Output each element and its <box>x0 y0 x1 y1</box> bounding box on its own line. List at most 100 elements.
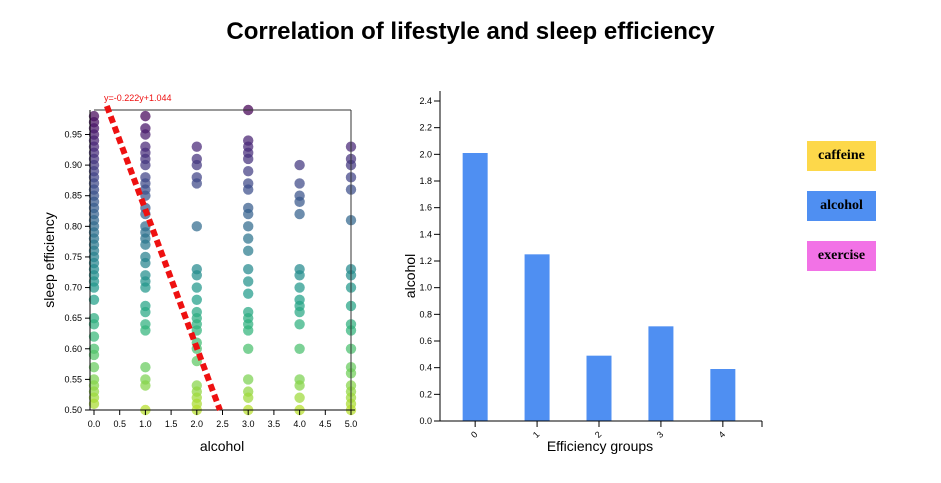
scatter-point <box>294 159 305 171</box>
bar-y-tick-label: 0.8 <box>419 309 432 319</box>
scatter-point <box>243 153 254 165</box>
scatter-point <box>191 282 202 293</box>
scatter-point <box>88 349 100 361</box>
bar-x-tick-label: 0 <box>469 429 480 440</box>
scatter-y-tick-label: 0.90 <box>64 160 82 170</box>
scatter-x-tick-label: 5.0 <box>345 419 358 429</box>
scatter-point <box>294 380 305 391</box>
scatter-point <box>243 166 254 177</box>
scatter-y-tick-label: 0.70 <box>64 283 82 293</box>
scatter-point <box>294 178 305 189</box>
scatter-y-tick-label: 0.60 <box>64 344 82 354</box>
scatter-x-tick-label: 3.0 <box>242 419 255 429</box>
bar-1 <box>524 254 550 421</box>
scatter-point <box>140 361 151 373</box>
scatter-point <box>140 110 151 122</box>
page-title: Correlation of lifestyle and sleep effic… <box>226 18 715 45</box>
scatter-y-tick-label: 0.80 <box>64 221 82 231</box>
scatter-point <box>191 178 202 189</box>
scatter-point <box>243 184 254 195</box>
scatter-point <box>140 239 151 250</box>
scatter-point <box>294 343 305 354</box>
legend-item-caffeine[interactable]: caffeine <box>807 141 876 171</box>
scatter-x-tick-label: 0.5 <box>113 419 126 429</box>
bar-y-tick-label: 1.4 <box>419 229 432 239</box>
scatter-x-tick-label: 4.5 <box>319 419 332 429</box>
scatter-x-tick-label: 0.0 <box>88 419 101 429</box>
scatter-point <box>140 159 151 171</box>
legend-item-exercise[interactable]: exercise <box>807 241 876 271</box>
scatter-y-tick-label: 0.65 <box>64 313 82 323</box>
bar-y-tick-label: 0.2 <box>419 389 432 399</box>
bar-x-tick-label: 4 <box>717 429 728 440</box>
scatter-point <box>294 319 305 330</box>
scatter-point <box>191 159 202 171</box>
scatter-point <box>243 374 254 385</box>
scatter-point <box>191 270 202 281</box>
scatter-x-tick-label: 4.0 <box>293 419 306 429</box>
bar-y-tick-label: 1.0 <box>419 283 432 293</box>
bar-y-tick-label: 0.6 <box>419 336 432 346</box>
scatter-point <box>88 331 100 342</box>
scatter-point <box>294 282 305 293</box>
scatter-y-tick-label: 0.75 <box>64 252 82 262</box>
scatter-y-tick-label: 0.55 <box>64 374 82 384</box>
scatter-x-tick-label: 2.0 <box>191 419 204 429</box>
bar-x-tick-label: 3 <box>655 429 666 440</box>
scatter-point <box>243 392 254 403</box>
scatter-point <box>243 221 254 232</box>
scatter-x-axis-label: alcohol <box>200 438 244 454</box>
scatter-x-tick-label: 3.5 <box>268 419 281 429</box>
scatter-point <box>140 325 151 336</box>
scatter-y-tick-label: 0.85 <box>64 191 82 201</box>
scatter-y-tick-label: 0.50 <box>64 405 82 415</box>
bar-y-axis-label: alcohol <box>402 254 418 298</box>
scatter-point <box>191 294 202 305</box>
scatter-point <box>88 361 100 373</box>
bar-y-tick-label: 1.2 <box>419 256 432 266</box>
bar-0 <box>462 153 488 421</box>
scatter-point <box>88 319 100 330</box>
scatter-point <box>140 306 151 318</box>
scatter-x-tick-label: 1.5 <box>165 419 178 429</box>
bar-x-tick-label: 2 <box>593 429 604 440</box>
scatter-point <box>294 196 305 208</box>
scatter-point <box>88 398 100 410</box>
scatter-point <box>243 233 254 244</box>
scatter-point <box>243 288 254 299</box>
scatter-point <box>243 325 254 336</box>
scatter-x-tick-label: 1.0 <box>139 419 152 429</box>
scatter-point <box>294 306 305 318</box>
scatter-point <box>294 208 305 220</box>
legend-item-alcohol[interactable]: alcohol <box>807 191 876 221</box>
scatter-x-tick-label: 2.5 <box>216 419 229 429</box>
bar-y-tick-label: 0.0 <box>419 416 432 426</box>
scatter-point <box>243 343 254 354</box>
scatter-point <box>294 270 305 281</box>
bar-x-axis-label: Efficiency groups <box>547 438 653 454</box>
scatter-point <box>243 245 254 257</box>
scatter-point <box>140 129 151 140</box>
scatter-y-axis-label: sleep efficiency <box>41 212 57 307</box>
bar-y-tick-label: 0.4 <box>419 363 432 373</box>
scatter-point <box>243 276 254 287</box>
scatter-point <box>140 380 151 391</box>
regression-line <box>104 104 223 412</box>
bar-3 <box>648 326 674 421</box>
bar-y-tick-label: 2.0 <box>419 149 432 159</box>
scatter-point <box>88 294 100 305</box>
bar-4 <box>710 369 736 421</box>
bar-y-tick-label: 1.6 <box>419 203 432 213</box>
scatter-point <box>191 141 202 152</box>
bar-y-tick-label: 2.2 <box>419 123 432 133</box>
bar-y-tick-label: 2.4 <box>419 96 432 106</box>
bar-y-tick-label: 1.8 <box>419 176 432 186</box>
regression-line-label: y=-0.222y+1.044 <box>104 93 172 103</box>
scatter-point <box>294 392 305 403</box>
scatter-point <box>243 263 254 275</box>
scatter-point <box>140 257 151 269</box>
scatter-point <box>243 208 254 220</box>
scatter-point <box>88 282 100 293</box>
scatter-point <box>140 282 151 293</box>
bar-2 <box>586 355 612 421</box>
